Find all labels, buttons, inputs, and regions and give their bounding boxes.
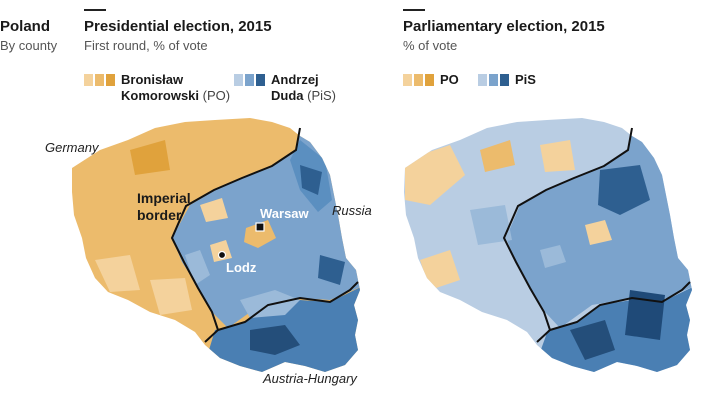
map2-regions xyxy=(405,118,692,372)
map1-regions xyxy=(95,118,360,372)
label-russia: Russia xyxy=(332,203,372,218)
label-imperial-border: Imperial border xyxy=(137,190,191,224)
region-title: Poland xyxy=(0,18,51,35)
panel2-subtitle: % of vote xyxy=(403,38,458,53)
legend-komorowski-line1: Bronisław xyxy=(121,72,184,87)
swatch2-pis-mid xyxy=(489,74,498,86)
swatch-pis-dark xyxy=(256,74,265,86)
label-imperial-line1: Imperial xyxy=(137,190,191,206)
label-germany: Germany xyxy=(45,140,99,155)
label-warsaw: Warsaw xyxy=(260,206,309,221)
lodz-marker xyxy=(217,250,227,260)
swatch-po-light xyxy=(84,74,93,86)
legend-pis-label: PiS xyxy=(515,72,536,87)
legend-po: PO xyxy=(403,72,459,88)
warsaw-marker xyxy=(255,222,265,232)
legend-pis: PiS xyxy=(478,72,536,88)
panel2-rule xyxy=(403,9,425,11)
label-imperial-line2: border xyxy=(137,207,182,223)
map2-imperial-border xyxy=(502,127,691,343)
legend-komorowski: Bronisław Komorowski (PO) xyxy=(84,72,230,104)
panel2-title: Parliamentary election, 2015 xyxy=(403,18,605,35)
panel1-rule xyxy=(84,9,106,11)
swatch-pis-mid xyxy=(245,74,254,86)
legend2-pis-swatches xyxy=(478,74,509,86)
legend-duda-line2: Duda xyxy=(271,88,304,103)
region-subtitle: By county xyxy=(0,38,58,53)
label-austria-hungary: Austria-Hungary xyxy=(263,371,357,386)
legend-po-label: PO xyxy=(440,72,459,87)
legend-duda-line1: Andrzej xyxy=(271,72,319,87)
swatch2-po-light xyxy=(403,74,412,86)
legend-komorowski-label: Bronisław Komorowski (PO) xyxy=(121,72,230,104)
legend2-po-swatches xyxy=(403,74,434,86)
panel1-title: Presidential election, 2015 xyxy=(84,18,272,35)
legend-komorowski-line2: Komorowski xyxy=(121,88,200,103)
legend-po-swatches xyxy=(84,74,115,86)
panel1-subtitle: First round, % of vote xyxy=(84,38,208,53)
swatch-po-mid xyxy=(95,74,104,86)
swatch-pis-light xyxy=(234,74,243,86)
legend-pis-swatches xyxy=(234,74,265,86)
legend-komorowski-party: (PO) xyxy=(202,88,231,103)
label-lodz: Lodz xyxy=(226,260,257,275)
swatch2-po-mid xyxy=(414,74,423,86)
swatch-po-dark xyxy=(106,74,115,86)
swatch2-pis-dark xyxy=(500,74,509,86)
legend-duda-party: (PiS) xyxy=(307,88,337,103)
swatch2-po-dark xyxy=(425,74,434,86)
legend-duda: Andrzej Duda (PiS) xyxy=(234,72,336,104)
swatch2-pis-light xyxy=(478,74,487,86)
map1-imperial-border xyxy=(170,127,359,343)
legend-duda-label: Andrzej Duda (PiS) xyxy=(271,72,336,104)
